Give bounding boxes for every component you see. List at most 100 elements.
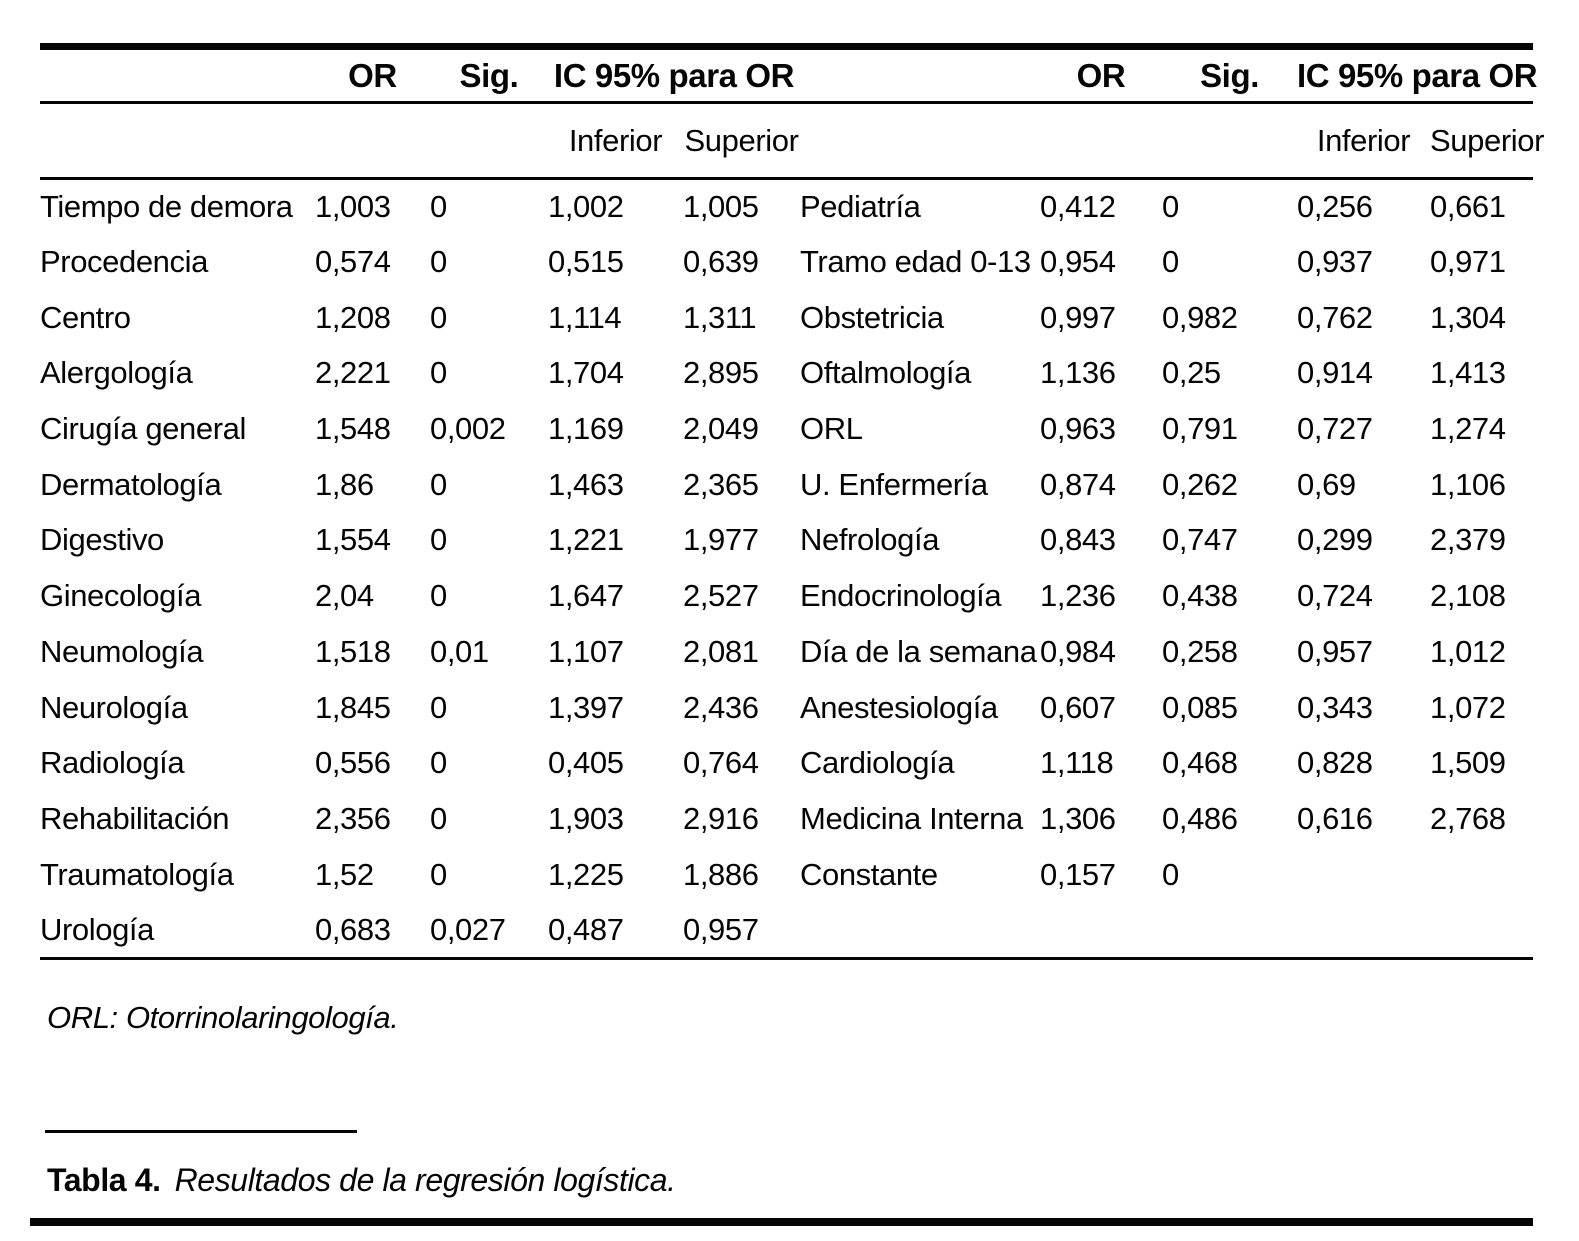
sig-value-left: 0 — [430, 745, 447, 781]
sig-value-right: 0 — [1162, 244, 1179, 280]
superior-value-left: 0,957 — [683, 902, 801, 960]
table-footnote: ORL: Otorrinolaringología. — [47, 1000, 399, 1035]
or-value-right — [1040, 902, 1163, 960]
row-label-left: Rehabilitación — [40, 800, 230, 836]
or-value-right: 0,963 — [1040, 411, 1116, 447]
inferior-value-right: 0,616 — [1297, 800, 1373, 836]
row-label-right: Día de la semana — [800, 633, 1037, 669]
logistic-regression-table-wrapper: OR Sig. IC 95% para OR OR Sig. IC 95% pa… — [40, 43, 1544, 960]
header-sig-right: Sig. — [1162, 46, 1298, 104]
superior-value-right: 1,274 — [1430, 411, 1506, 447]
subheader-row: Inferior Superior Inferior Superior — [40, 102, 1544, 180]
header-empty-right — [800, 46, 1041, 104]
table-row: Alergología 2,221 0 1,704 2,895 Oftalmología 1… — [40, 346, 1533, 402]
table-row: Digestivo 1,554 0 1,221 1,977 Nefrología 0,843… — [40, 513, 1533, 569]
subheader-inferior-left: Inferior — [548, 102, 683, 180]
row-label-right: Pediatría — [800, 189, 921, 225]
superior-value-right: 0,661 — [1430, 189, 1506, 225]
table-row: Traumatología 1,52 0 1,225 1,886 Constante 0,1… — [40, 847, 1533, 903]
inferior-value-right: 0,256 — [1297, 189, 1373, 225]
superior-value-left: 0,639 — [683, 244, 759, 280]
row-label-right: Medicina Interna — [800, 800, 1023, 836]
or-value-right: 0,843 — [1040, 522, 1116, 558]
sig-value-left: 0,01 — [430, 633, 489, 669]
sig-value-left: 0 — [430, 466, 447, 502]
inferior-value-right: 0,724 — [1297, 578, 1373, 614]
or-value-right: 1,306 — [1040, 800, 1116, 836]
superior-value-left: 2,916 — [683, 800, 759, 836]
row-label-left: Tiempo de demora — [40, 189, 293, 225]
inferior-value-right: 0,957 — [1297, 633, 1373, 669]
or-value-right: 0,412 — [1040, 189, 1116, 225]
or-value-right: 0,607 — [1040, 689, 1116, 725]
table-header: OR Sig. IC 95% para OR OR Sig. IC 95% pa… — [40, 46, 1544, 180]
row-label-left: Neurología — [40, 689, 188, 725]
table-row: Tiempo de demora 1,003 0 1,002 1,005 Pediatrí… — [40, 179, 1533, 235]
sig-value-right: 0 — [1162, 189, 1179, 225]
or-value-left: 1,518 — [315, 633, 391, 669]
sig-value-left: 0 — [430, 244, 447, 280]
or-value-left: 2,221 — [315, 355, 391, 391]
or-value-right: 0,984 — [1040, 633, 1116, 669]
table-row: Dermatología 1,86 0 1,463 2,365 U. Enfermería… — [40, 457, 1533, 513]
inferior-value-right: 0,937 — [1297, 244, 1373, 280]
logistic-regression-table: OR Sig. IC 95% para OR OR Sig. IC 95% pa… — [40, 43, 1544, 960]
header-ic95-left: IC 95% para OR — [548, 46, 801, 104]
superior-value-right: 2,108 — [1430, 578, 1506, 614]
or-value-left: 0,683 — [315, 902, 430, 960]
table-row: Neurología 1,845 0 1,397 2,436 Anestesiología… — [40, 680, 1533, 736]
or-value-right: 1,136 — [1040, 355, 1116, 391]
header-empty-left — [40, 46, 315, 104]
row-label-right: Endocrinología — [800, 578, 1002, 614]
sig-value-left: 0 — [430, 856, 447, 892]
subheader-empty — [315, 102, 430, 180]
sig-value-right: 0,085 — [1162, 689, 1238, 725]
table-body: Tiempo de demora 1,003 0 1,002 1,005 Pediatrí… — [40, 179, 1534, 960]
table-caption: Tabla 4. Resultados de la regresión logís… — [47, 1162, 676, 1199]
inferior-value-left: 0,405 — [548, 745, 624, 781]
inferior-value-right — [1297, 847, 1430, 903]
inferior-value-right: 0,69 — [1297, 466, 1356, 502]
inferior-value-left: 1,169 — [548, 411, 624, 447]
superior-value-left: 1,005 — [683, 189, 759, 225]
superior-value-left: 1,311 — [683, 299, 757, 335]
superior-value-right: 1,012 — [1430, 633, 1506, 669]
row-label-right: ORL — [800, 411, 863, 447]
table-caption-number: Tabla 4. — [47, 1162, 161, 1198]
or-value-left: 1,86 — [315, 466, 374, 502]
inferior-value-right: 0,762 — [1297, 299, 1373, 335]
subheader-empty — [430, 102, 548, 180]
inferior-value-left: 1,647 — [548, 578, 624, 614]
superior-value-right: 1,072 — [1430, 689, 1506, 725]
inferior-value-left: 1,107 — [548, 633, 624, 669]
superior-value-left: 2,527 — [683, 578, 759, 614]
inferior-value-left: 1,221 — [548, 522, 624, 558]
table-row: Cirugía general 1,548 0,002 1,169 2,049 ORL 0,… — [40, 401, 1533, 457]
row-label-left: Centro — [40, 299, 131, 335]
or-value-left: 1,554 — [315, 522, 391, 558]
sig-value-right: 0,438 — [1162, 578, 1238, 614]
sig-value-right: 0,468 — [1162, 745, 1238, 781]
superior-value-right: 1,413 — [1430, 355, 1506, 391]
row-label-right: Tramo edad 0-13 — [800, 244, 1031, 280]
or-value-right: 1,236 — [1040, 578, 1116, 614]
row-label-left: Procedencia — [40, 244, 208, 280]
subheader-empty — [1040, 102, 1163, 180]
header-row: OR Sig. IC 95% para OR OR Sig. IC 95% pa… — [40, 46, 1538, 104]
row-label-right: Obstetricia — [800, 299, 944, 335]
superior-value-left: 2,895 — [683, 355, 759, 391]
row-label-left: Cirugía general — [40, 411, 246, 447]
superior-value-left: 2,365 — [683, 466, 759, 502]
sig-value-right: 0,982 — [1162, 299, 1238, 335]
or-value-right: 0,997 — [1040, 299, 1116, 335]
sig-value-right: 0,747 — [1162, 522, 1238, 558]
row-label-right: Nefrología — [800, 522, 940, 558]
inferior-value-left: 1,397 — [548, 689, 624, 725]
subheader-empty — [1162, 102, 1298, 180]
header-ic95-right: IC 95% para OR — [1297, 46, 1538, 104]
row-label-left: Radiología — [40, 745, 185, 781]
sig-value-left: 0 — [430, 189, 447, 225]
subheader-inferior-right: Inferior — [1297, 102, 1431, 180]
inferior-value-right: 0,914 — [1297, 355, 1373, 391]
